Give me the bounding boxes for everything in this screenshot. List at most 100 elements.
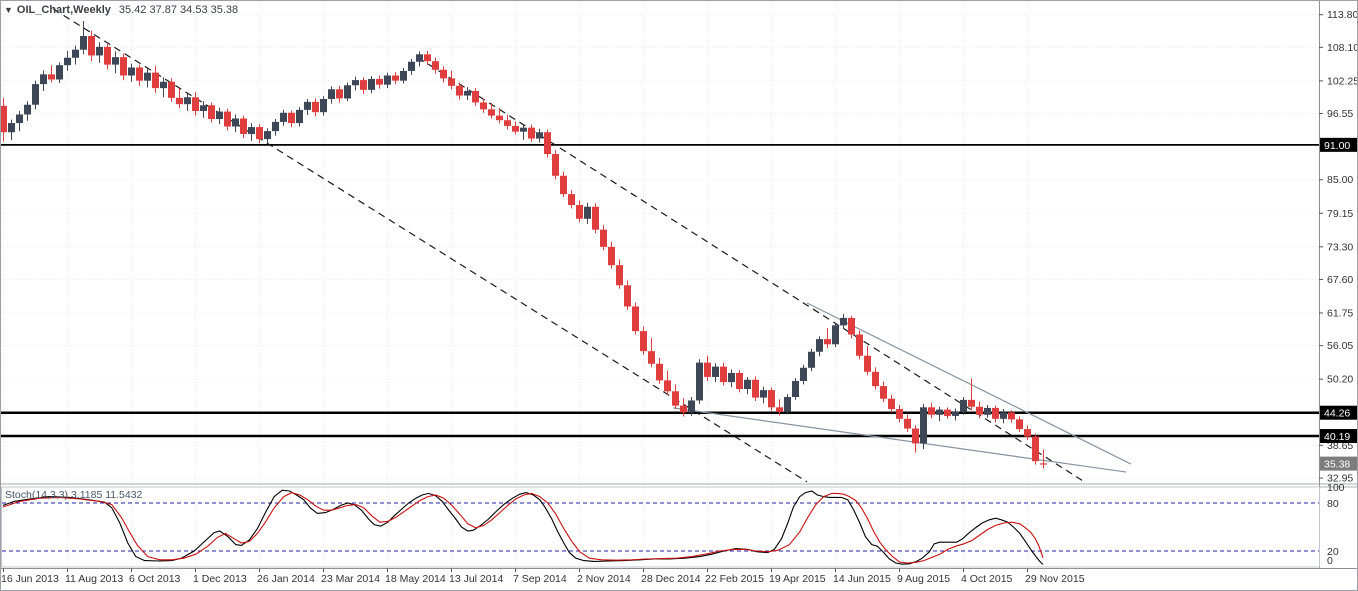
date-tick-label: 11 Aug 2013: [65, 573, 123, 585]
price-tick-label: 67.60: [1327, 274, 1353, 286]
date-tick-label: 13 Jul 2014: [449, 573, 503, 585]
candle-body: [80, 35, 87, 50]
candle-body: [160, 81, 167, 89]
candle-body: [504, 120, 511, 126]
candle-body: [472, 90, 479, 103]
price-badge-label: 44.26: [1324, 408, 1350, 420]
candle-body: [248, 127, 255, 134]
candle-body: [784, 397, 791, 412]
candle-body: [832, 325, 839, 345]
candle-body: [664, 380, 671, 392]
stoch-signal-line: [2, 492, 1044, 564]
price-badge-label: 35.38: [1324, 459, 1350, 471]
candle-body: [824, 339, 831, 345]
candle-body: [808, 351, 815, 368]
candle-body: [936, 409, 943, 415]
stoch-scale-label: 100: [1327, 482, 1345, 494]
candle-body: [720, 366, 727, 383]
candle-body: [64, 57, 71, 66]
candle-body: [912, 428, 919, 444]
candle-body: [192, 97, 199, 112]
candle-body: [264, 131, 271, 140]
candle-body: [880, 386, 887, 399]
candle-body: [360, 80, 367, 90]
candle-body: [656, 363, 663, 381]
candle-body: [16, 114, 23, 124]
candle-body: [416, 54, 423, 62]
candle-body: [176, 97, 183, 105]
candle-body: [992, 407, 999, 419]
candle-body: [448, 78, 455, 86]
candle-body: [456, 85, 463, 96]
symbol-period-label: OIL_Chart,Weekly: [16, 4, 111, 16]
candle-body: [624, 285, 631, 307]
date-tick-label: 19 Apr 2015: [769, 573, 826, 585]
candle-body: [1, 105, 7, 133]
candle-body: [440, 69, 447, 79]
candle-body: [736, 372, 743, 389]
candle-body: [712, 366, 719, 377]
candle-body: [424, 54, 431, 62]
candle-body: [368, 78, 375, 90]
candle-body: [328, 89, 335, 100]
candle-body: [632, 306, 639, 332]
date-tick-label: 16 Jun 2013: [1, 573, 59, 585]
level-price-badge: [1320, 137, 1357, 152]
candle-body: [1008, 412, 1015, 420]
candle-body: [648, 351, 655, 364]
candle-body: [8, 123, 15, 133]
candle-body: [96, 46, 103, 56]
trendline-gray-resistance[interactable]: [806, 302, 1132, 465]
candle-body: [728, 372, 735, 383]
candle-body: [344, 85, 351, 99]
candle-body: [224, 111, 231, 127]
candle-body: [760, 390, 767, 398]
price-tick-label: 50.20: [1327, 374, 1353, 386]
candle-body: [952, 411, 959, 416]
date-tick-label: 29 Nov 2015: [1025, 573, 1085, 585]
candle-body: [616, 265, 623, 286]
price-tick-label: 85.00: [1327, 174, 1353, 186]
candle-body: [512, 125, 519, 132]
price-tick-label: 73.30: [1327, 241, 1353, 253]
candle-body: [696, 362, 703, 401]
candle-body: [592, 206, 599, 230]
date-tick-label: 18 May 2014: [385, 573, 446, 585]
candle-body: [304, 101, 311, 110]
candle-body: [464, 90, 471, 96]
trendline-channel-upper[interactable]: [53, 8, 808, 483]
date-tick-label: 22 Feb 2015: [705, 573, 764, 585]
candle-body: [272, 121, 279, 132]
candle-body: [432, 61, 439, 70]
candle-body: [976, 406, 983, 415]
price-tick-label: 61.75: [1327, 307, 1353, 319]
candle-body: [288, 112, 295, 124]
candle-body: [168, 81, 175, 98]
chevron-down-icon[interactable]: ▼: [4, 5, 13, 15]
trendline-gray-support[interactable]: [673, 407, 1127, 473]
candle-body: [584, 206, 591, 219]
candle-body: [1032, 436, 1039, 462]
candle-body: [208, 105, 215, 120]
date-tick-label: 4 Oct 2015: [961, 573, 1013, 585]
stochastic-indicator-label: Stoch(14,3,3) 3.1185 11.5432: [5, 489, 143, 501]
candle-body: [400, 70, 407, 81]
price-tick-label: 113.80: [1327, 9, 1358, 21]
candle-body: [608, 246, 615, 266]
price-tick-label: 96.55: [1327, 108, 1353, 120]
candle-body: [568, 194, 575, 206]
stoch-scale-label: 0: [1327, 555, 1333, 567]
candle-body: [336, 89, 343, 99]
date-tick-label: 2 Nov 2014: [577, 573, 631, 585]
price-tick-label: 108.10: [1327, 42, 1358, 54]
candle-body: [408, 61, 415, 71]
candle-body: [1000, 412, 1007, 419]
candle-body: [744, 379, 751, 389]
candle-body: [256, 127, 263, 140]
stoch-panel-frame: [1, 486, 1320, 568]
candle-body: [688, 400, 695, 413]
candle-body: [672, 391, 679, 406]
candle-body: [520, 127, 527, 132]
candle-body: [72, 49, 79, 58]
